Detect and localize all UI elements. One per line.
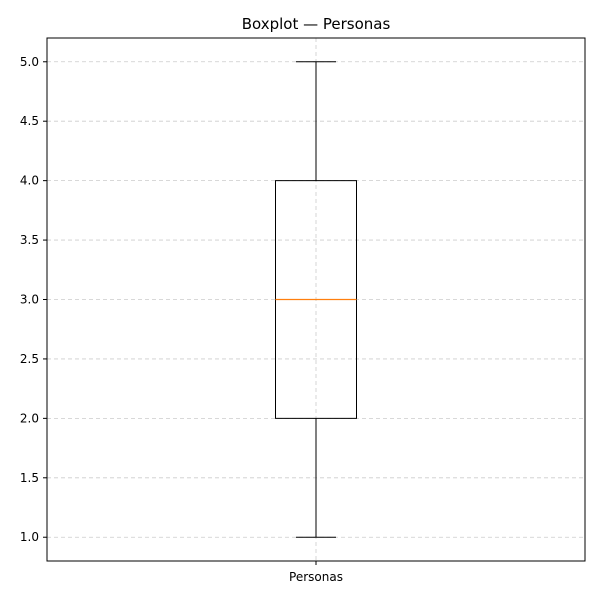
y-tick-label: 4.0 [20, 174, 39, 188]
y-tick-label: 4.5 [20, 114, 39, 128]
x-tick-label: Personas [289, 570, 343, 584]
chart-title: Boxplot — Personas [242, 15, 391, 33]
y-tick-label: 1.5 [20, 471, 39, 485]
y-tick-label: 5.0 [20, 55, 39, 69]
y-tick-label: 1.0 [20, 530, 39, 544]
y-tick-label: 2.5 [20, 352, 39, 366]
axis-layer: 1.0 1.5 2.0 2.5 3.0 3.5 4.0 4.5 5.0 Personas [20, 55, 343, 584]
y-tick-label: 3.5 [20, 233, 39, 247]
plot-frame [46, 37, 586, 562]
box-layer [275, 61, 357, 538]
y-tick-label: 2.0 [20, 411, 39, 425]
y-tick-label: 3.0 [20, 293, 39, 307]
